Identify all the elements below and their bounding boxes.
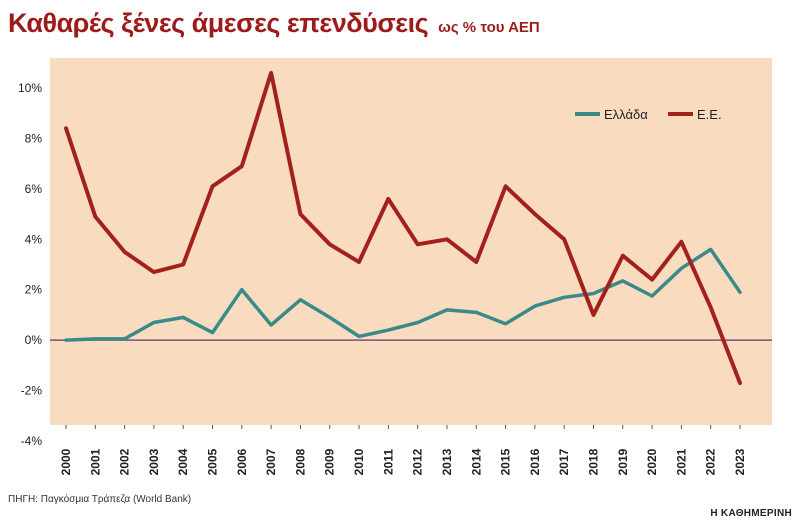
x-tick-label: 2003: [147, 448, 161, 475]
x-tick-label: 2019: [616, 448, 630, 475]
legend: Ελλάδα Ε.Ε.: [575, 107, 722, 122]
y-tick-label: 4%: [25, 232, 43, 246]
x-axis: 2000 2001 2002 2003 2004 2005 2006 2007 2008 2009…: [59, 425, 747, 475]
x-tick-label: 2020: [645, 448, 659, 475]
y-tick-label: -2%: [21, 384, 43, 398]
source-note: ΠΗΓΗ: Παγκόσμια Τράπεζα (World Bank): [8, 494, 192, 505]
x-tick-label: 2002: [118, 448, 132, 475]
x-tick-label: 2004: [176, 448, 190, 475]
x-tick-label: 2023: [733, 448, 747, 475]
title-row: Καθαρές ξένες άμεσες επενδύσεις ως % του…: [8, 8, 540, 39]
x-tick-label: 2014: [469, 448, 483, 475]
y-tick-label: -4%: [21, 434, 43, 448]
x-tick-label: 2006: [235, 448, 249, 475]
brand-label: Η ΚΑΘΗΜΕΡΙΝΗ: [710, 508, 792, 519]
y-tick-label: 8%: [25, 131, 43, 145]
y-tick-label: 6%: [25, 182, 43, 196]
x-tick-label: 2007: [264, 448, 278, 475]
x-tick-label: 2016: [528, 448, 542, 475]
x-tick-label: 2018: [586, 448, 600, 475]
plot-background: [50, 58, 772, 425]
legend-label: Ελλάδα: [604, 107, 648, 122]
x-tick-label: 2000: [59, 448, 73, 475]
series-line-greece: [64, 247, 742, 342]
y-tick-label: 0%: [25, 333, 43, 347]
chart-title: Καθαρές ξένες άμεσες επενδύσεις: [8, 8, 429, 38]
x-tick-label: 2022: [704, 448, 718, 475]
series-lines: [64, 70, 742, 385]
x-tick-label: 2010: [352, 448, 366, 475]
x-tick-label: 2009: [323, 448, 337, 475]
x-tick-label: 2001: [88, 448, 102, 475]
x-tick-label: 2013: [440, 448, 454, 475]
x-tick-label: 2015: [499, 448, 513, 475]
series-line-eu: [64, 70, 742, 385]
chart-subtitle: ως % του ΑΕΠ: [438, 19, 540, 36]
legend-label: Ε.Ε.: [697, 107, 722, 122]
y-axis: -4% -2% 0% 2% 4% 6% 8% 10%: [18, 81, 42, 448]
y-tick-label: 2%: [25, 283, 43, 297]
y-tick-label: 10%: [18, 81, 42, 95]
x-tick-label: 2021: [674, 448, 688, 475]
x-tick-label: 2005: [206, 448, 220, 475]
x-tick-label: 2017: [557, 448, 571, 475]
x-tick-label: 2011: [381, 449, 395, 475]
x-tick-label: 2008: [293, 448, 307, 475]
x-tick-label: 2012: [411, 448, 425, 475]
